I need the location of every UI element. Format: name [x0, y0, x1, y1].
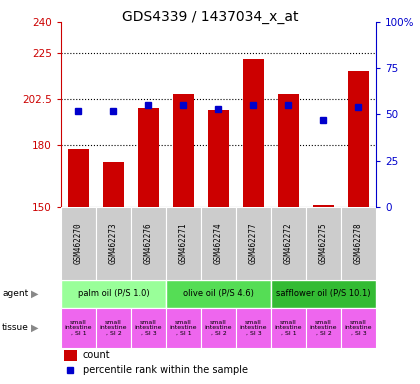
Bar	[201, 308, 236, 348]
Bar	[96, 308, 131, 348]
Bar	[131, 207, 166, 280]
Bar	[68, 149, 89, 207]
Bar	[236, 308, 271, 348]
Text: GSM462275: GSM462275	[319, 223, 328, 264]
Text: tissue: tissue	[2, 323, 29, 333]
Bar	[173, 94, 194, 207]
Bar	[306, 207, 341, 280]
Bar	[96, 207, 131, 280]
Text: count: count	[83, 350, 110, 360]
Text: olive oil (P/S 4.6): olive oil (P/S 4.6)	[183, 290, 254, 298]
Text: small
intestine
, SI 3: small intestine , SI 3	[240, 319, 267, 336]
Bar	[271, 308, 306, 348]
Bar	[306, 308, 341, 348]
Text: ▶: ▶	[31, 323, 38, 333]
Bar	[201, 207, 236, 280]
Text: percentile rank within the sample: percentile rank within the sample	[83, 365, 248, 375]
Text: agent: agent	[2, 290, 29, 298]
Bar	[103, 162, 124, 207]
Bar	[313, 205, 334, 207]
Bar	[61, 280, 166, 308]
Text: GDS4339 / 1437034_x_at: GDS4339 / 1437034_x_at	[122, 10, 298, 23]
Bar	[64, 350, 77, 361]
Text: safflower oil (P/S 10.1): safflower oil (P/S 10.1)	[276, 290, 371, 298]
Text: small
intestine
, SI 1: small intestine , SI 1	[170, 319, 197, 336]
Text: small
intestine
, SI 2: small intestine , SI 2	[100, 319, 127, 336]
Text: ▶: ▶	[31, 289, 38, 299]
Bar	[138, 108, 159, 207]
Text: GSM462277: GSM462277	[249, 223, 258, 264]
Bar	[348, 71, 369, 207]
Text: GSM462270: GSM462270	[74, 223, 83, 264]
Bar	[131, 308, 166, 348]
Bar	[166, 308, 201, 348]
Bar	[166, 207, 201, 280]
Text: palm oil (P/S 1.0): palm oil (P/S 1.0)	[78, 290, 149, 298]
Text: small
intestine
, SI 3: small intestine , SI 3	[135, 319, 162, 336]
Text: small
intestine
, SI 1: small intestine , SI 1	[65, 319, 92, 336]
Text: small
intestine
, SI 2: small intestine , SI 2	[310, 319, 337, 336]
Bar	[271, 280, 376, 308]
Text: small
intestine
, SI 3: small intestine , SI 3	[345, 319, 372, 336]
Bar	[341, 207, 376, 280]
Bar	[271, 207, 306, 280]
Bar	[243, 59, 264, 207]
Text: GSM462278: GSM462278	[354, 223, 363, 264]
Text: small
intestine
, SI 1: small intestine , SI 1	[275, 319, 302, 336]
Bar	[278, 94, 299, 207]
Bar	[166, 280, 271, 308]
Bar	[341, 308, 376, 348]
Text: small
intestine
, SI 2: small intestine , SI 2	[205, 319, 232, 336]
Bar	[236, 207, 271, 280]
Bar	[61, 207, 96, 280]
Bar	[208, 110, 229, 207]
Text: GSM462271: GSM462271	[179, 223, 188, 264]
Bar	[61, 308, 96, 348]
Text: GSM462276: GSM462276	[144, 223, 153, 264]
Text: GSM462272: GSM462272	[284, 223, 293, 264]
Text: GSM462273: GSM462273	[109, 223, 118, 264]
Text: GSM462274: GSM462274	[214, 223, 223, 264]
